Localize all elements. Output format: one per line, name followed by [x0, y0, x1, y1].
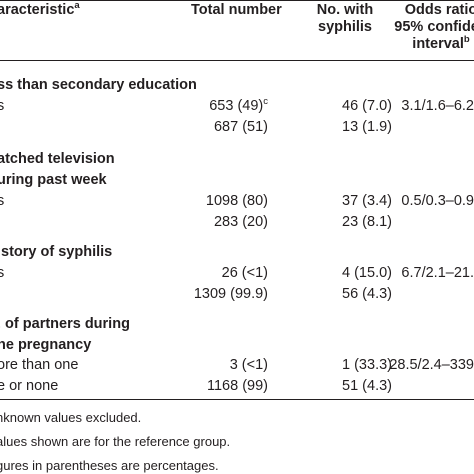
cell-syphilis: 51 (4.3): [342, 378, 392, 394]
header-no-with-syphilis: No. with syphilis: [300, 2, 390, 36]
cell-total-value: 653 (49): [209, 98, 264, 114]
cell-syphilis: 1 (33.3): [342, 357, 392, 373]
row-label: s: [0, 265, 5, 281]
cell-total: 1098 (80): [205, 193, 268, 209]
cell-total: 687 (51): [213, 119, 268, 135]
cell-total: 1168 (99): [207, 378, 268, 394]
cell-syphilis: 23 (8.1): [342, 214, 392, 230]
table-bottom-rule: [0, 399, 474, 400]
group-title-television-line1: atched television: [0, 151, 115, 167]
footnote: nknown values excluded.: [0, 410, 142, 425]
group-title-education: ss than secondary education: [0, 77, 197, 93]
group-title-partners-line1: . of partners during: [0, 316, 130, 332]
row-label: ore than one: [0, 357, 79, 373]
header-bottom-rule: [0, 60, 474, 61]
row-label: s: [0, 98, 5, 114]
group-title-partners-line2: he pregnancy: [0, 337, 92, 353]
header-odds-ratio: Odds ratio 95% confiden intervalb: [386, 2, 474, 53]
footnote: gures in parentheses are percentages.: [0, 458, 219, 473]
header-odds-line2: 95% confiden: [394, 19, 474, 35]
cell-total: 3 (<1): [229, 357, 268, 373]
cell-total: 1309 (99.9): [193, 286, 268, 302]
header-odds-line3: interval: [412, 36, 464, 52]
cell-odds: 6.7/2.1–21.: [401, 265, 474, 281]
cell-total: 283 (20): [213, 214, 268, 230]
group-title-history: istory of syphilis: [0, 244, 113, 260]
row-label: s: [0, 193, 5, 209]
cell-syphilis: 46 (7.0): [342, 98, 392, 114]
footnote: alues shown are for the reference group.: [0, 434, 231, 449]
row-label: e or none: [0, 378, 59, 394]
cell-syphilis: 56 (4.3): [342, 286, 392, 302]
cell-odds: 28.5/2.4–339: [389, 357, 474, 373]
cell-odds: 3.1/1.6–6.2: [401, 98, 474, 114]
cell-syphilis: 37 (3.4): [342, 193, 392, 209]
cell-odds: 0.5/0.3–0.9: [401, 193, 474, 209]
header-odds-line3-wrap: intervalb: [386, 34, 474, 53]
header-no-with-line1: No. with: [316, 2, 374, 18]
header-characteristic: aracteristica: [0, 0, 80, 19]
cell-total: 26 (<1): [221, 265, 268, 281]
cell-syphilis: 4 (15.0): [342, 265, 392, 281]
cell-syphilis: 13 (1.9): [342, 119, 392, 135]
header-odds-sup: b: [463, 34, 470, 45]
header-no-with-line2: syphilis: [318, 19, 372, 35]
header-characteristic-sup: a: [74, 0, 80, 11]
group-title-television-line2: uring past week: [0, 172, 107, 188]
header-characteristic-text: aracteristic: [0, 2, 75, 18]
header-total-number: Total number: [191, 2, 282, 18]
cell-total: 653 (49)c: [150, 96, 268, 115]
table-top-rule: [0, 0, 474, 1]
header-odds-line1: Odds ratio: [404, 2, 474, 18]
cell-total-sup: c: [263, 96, 268, 107]
